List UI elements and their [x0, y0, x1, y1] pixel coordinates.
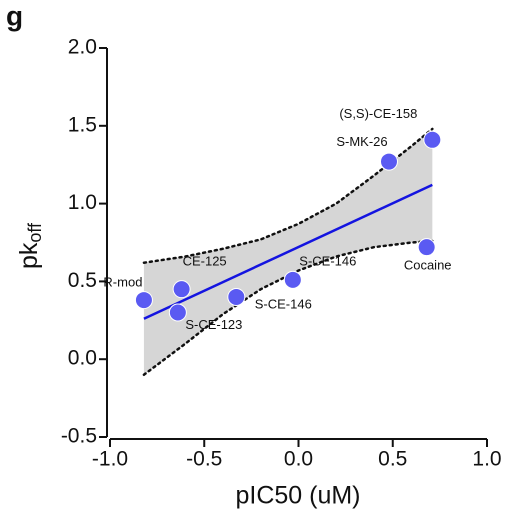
data-point: [134, 291, 153, 310]
y-axis-label-sub: off: [25, 222, 45, 243]
data-point: [417, 238, 436, 257]
point-label: CE-125: [183, 254, 227, 269]
y-tick-label: 1.0: [68, 191, 97, 214]
y-tick-label: -0.5: [61, 425, 97, 448]
band-lower: [142, 239, 434, 377]
x-tick-label: 1.0: [472, 448, 501, 471]
data-point: [168, 303, 187, 322]
y-tick-label: 1.5: [68, 113, 97, 136]
panel-label: g: [6, 0, 23, 31]
y-tick-label: 0.5: [68, 269, 97, 292]
data-point: [172, 280, 191, 299]
x-tick-label: 0.5: [378, 448, 407, 471]
point-label: R-mod: [103, 275, 142, 290]
data-point: [423, 130, 442, 149]
x-tick-label: 0.0: [284, 448, 313, 471]
y-tick-label: 2.0: [68, 36, 97, 59]
point-label: Cocaine: [404, 258, 452, 273]
data-point: [283, 270, 302, 289]
x-axis-label: pIC50 (uM): [235, 482, 360, 510]
data-point: [227, 287, 246, 306]
x-tick-label: -1.0: [92, 448, 128, 471]
point-label: S-CE-146: [299, 253, 356, 268]
point-label: S-CE-123: [185, 317, 242, 332]
y-axis-label: pkoff: [15, 222, 45, 269]
x-tick-label: -0.5: [186, 448, 222, 471]
point-label: S-MK-26: [336, 134, 387, 149]
point-label: S-CE-146: [255, 296, 312, 311]
y-tick-label: 0.0: [68, 347, 97, 370]
point-label: (S,S)-CE-158: [339, 106, 417, 121]
fit-line: [143, 183, 433, 320]
band-upper: [142, 127, 434, 264]
y-axis-label-main: pk: [15, 242, 43, 269]
data-point: [379, 152, 398, 171]
